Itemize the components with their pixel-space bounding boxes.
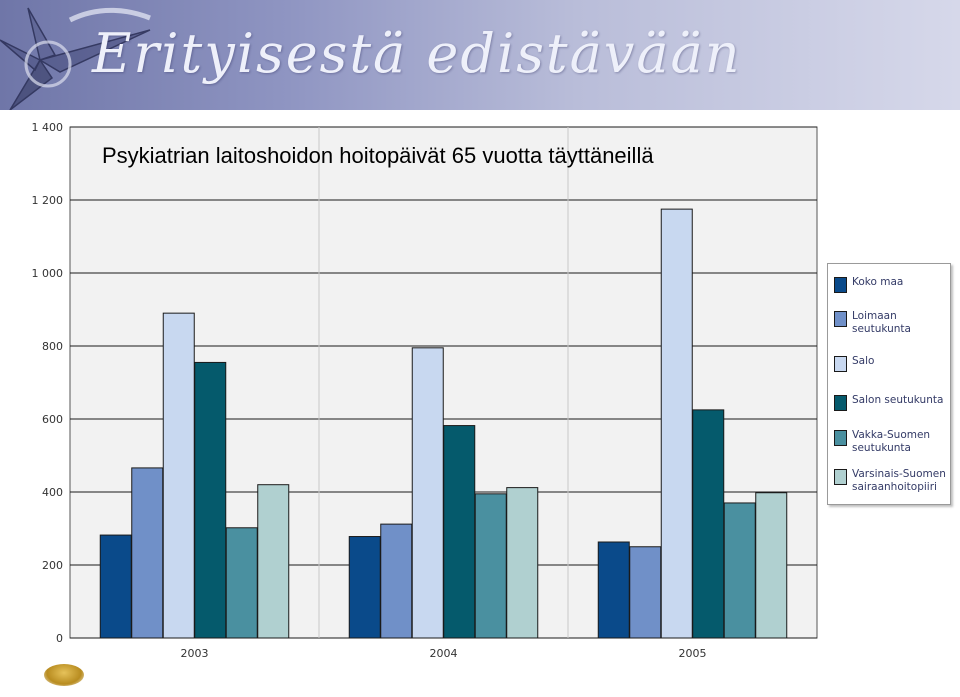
legend-label-line: sairaanhoitopiiri (852, 481, 937, 493)
bar (257, 484, 290, 639)
legend-label: Vakka-Suomen seutukunta (852, 429, 930, 455)
bar (474, 493, 507, 639)
bar (755, 492, 788, 639)
y-tick-label: 1 200 (32, 194, 64, 207)
y-tick-label: 400 (42, 486, 63, 499)
bar (597, 541, 630, 639)
x-tick-label: 2005 (679, 647, 707, 660)
bar (162, 312, 195, 639)
bar (380, 523, 413, 639)
bar (131, 467, 164, 639)
bar (99, 534, 132, 639)
bar (723, 502, 756, 639)
legend-swatch (834, 356, 847, 372)
legend-item: Loimaan seutukunta (834, 310, 946, 336)
y-tick-label: 200 (42, 559, 63, 572)
bar (225, 527, 258, 639)
legend-swatch (834, 311, 847, 327)
logo-mark (44, 664, 84, 686)
bar (692, 409, 725, 639)
x-tick-label: 2003 (181, 647, 209, 660)
bar (506, 487, 539, 639)
y-tick-label: 1 000 (32, 267, 64, 280)
legend-label: Salo (852, 355, 874, 368)
legend-label-line: seutukunta (852, 442, 911, 454)
compass-star-icon (0, 7, 151, 110)
y-tick-label: 0 (56, 632, 63, 645)
legend-swatch (834, 395, 847, 411)
legend-label-line: Loimaan (852, 310, 897, 322)
legend-label-line: seutukunta (852, 323, 911, 335)
legend-label-line: Koko maa (852, 276, 904, 288)
legend-swatch (834, 430, 847, 446)
banner-title: Erityisestä edistävään (92, 22, 742, 85)
chart-title: Psykiatrian laitoshoidon hoitopäivät 65 … (102, 143, 654, 168)
chart-legend: Koko maa Loimaan seutukunta Salo Salon seutu… (827, 263, 951, 505)
y-tick-label: 600 (42, 413, 63, 426)
legend-label-line: Varsinais-Suomen (852, 468, 946, 480)
bar (660, 208, 693, 639)
legend-label-line: Salon seutukunta (852, 394, 944, 406)
legend-swatch (834, 277, 847, 293)
y-tick-label: 1 400 (32, 121, 64, 134)
legend-label: Varsinais-Suomen sairaanhoitopiiri (852, 468, 946, 494)
legend-swatch (834, 469, 847, 485)
bar (443, 425, 476, 639)
legend-label-line: Salo (852, 355, 875, 367)
bar (629, 546, 662, 639)
legend-item: Varsinais-Suomen sairaanhoitopiiri (834, 468, 946, 494)
y-tick-label: 800 (42, 340, 63, 353)
bar (411, 347, 444, 639)
legend-label: Koko maa (852, 276, 903, 289)
bar (348, 536, 381, 639)
legend-label: Salon seutukunta (852, 394, 943, 407)
legend-item: Salo (834, 355, 946, 372)
legend-item: Koko maa (834, 276, 946, 293)
header-banner: Erityisestä edistävään (0, 0, 960, 110)
legend-item: Salon seutukunta (834, 394, 946, 411)
legend-item: Vakka-Suomen seutukunta (834, 429, 946, 455)
legend-label-line: Vakka-Suomen (852, 429, 931, 441)
legend-label: Loimaan seutukunta (852, 310, 911, 336)
x-tick-label: 2004 (430, 647, 458, 660)
bar (194, 361, 227, 639)
